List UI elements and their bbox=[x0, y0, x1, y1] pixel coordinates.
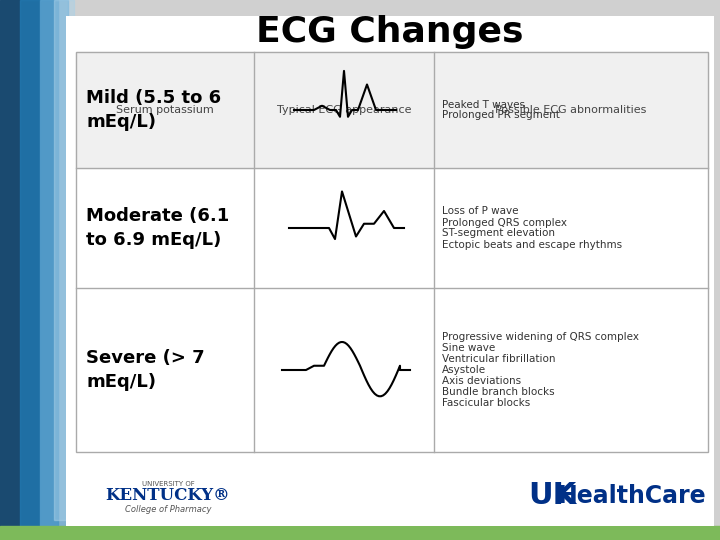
Text: Bundle branch blocks: Bundle branch blocks bbox=[442, 387, 554, 397]
Text: Serum potassium: Serum potassium bbox=[116, 105, 214, 115]
Text: Sine wave: Sine wave bbox=[442, 343, 495, 353]
Polygon shape bbox=[40, 0, 68, 540]
Text: UK: UK bbox=[528, 482, 576, 510]
Text: Fascicular blocks: Fascicular blocks bbox=[442, 398, 530, 408]
Text: Mild (5.5 to 6
mEq/L): Mild (5.5 to 6 mEq/L) bbox=[86, 89, 221, 131]
Bar bbox=[76, 52, 708, 452]
Text: KENTUCKY®: KENTUCKY® bbox=[106, 488, 230, 504]
Polygon shape bbox=[0, 0, 40, 540]
Bar bbox=[76, 52, 708, 168]
Text: ECG Changes: ECG Changes bbox=[256, 15, 523, 49]
Text: Peaked T waves: Peaked T waves bbox=[442, 99, 525, 110]
Text: Severe (> 7
mEq/L): Severe (> 7 mEq/L) bbox=[86, 349, 204, 391]
Bar bbox=[0, 526, 720, 540]
Text: Axis deviations: Axis deviations bbox=[442, 376, 521, 386]
Text: HealthCare: HealthCare bbox=[558, 484, 706, 508]
Text: Loss of P wave: Loss of P wave bbox=[442, 206, 518, 217]
Polygon shape bbox=[20, 0, 58, 540]
Text: Ectopic beats and escape rhythms: Ectopic beats and escape rhythms bbox=[442, 240, 622, 249]
Text: College of Pharmacy: College of Pharmacy bbox=[125, 505, 211, 515]
Text: Asystole: Asystole bbox=[442, 365, 486, 375]
Text: Progressive widening of QRS complex: Progressive widening of QRS complex bbox=[442, 332, 639, 342]
Text: Moderate (6.1
to 6.9 mEq/L): Moderate (6.1 to 6.9 mEq/L) bbox=[86, 207, 229, 249]
Text: UNIVERSITY OF: UNIVERSITY OF bbox=[142, 481, 194, 487]
Text: Possible ECG abnormalities: Possible ECG abnormalities bbox=[495, 105, 647, 115]
Text: Prolonged QRS complex: Prolonged QRS complex bbox=[442, 218, 567, 227]
Text: Ventricular fibrillation: Ventricular fibrillation bbox=[442, 354, 556, 364]
Polygon shape bbox=[54, 0, 74, 520]
Text: Typical ECG appearance: Typical ECG appearance bbox=[276, 105, 411, 115]
Text: Prolonged PR segment: Prolonged PR segment bbox=[442, 111, 560, 120]
Text: ST-segment elevation: ST-segment elevation bbox=[442, 228, 555, 239]
